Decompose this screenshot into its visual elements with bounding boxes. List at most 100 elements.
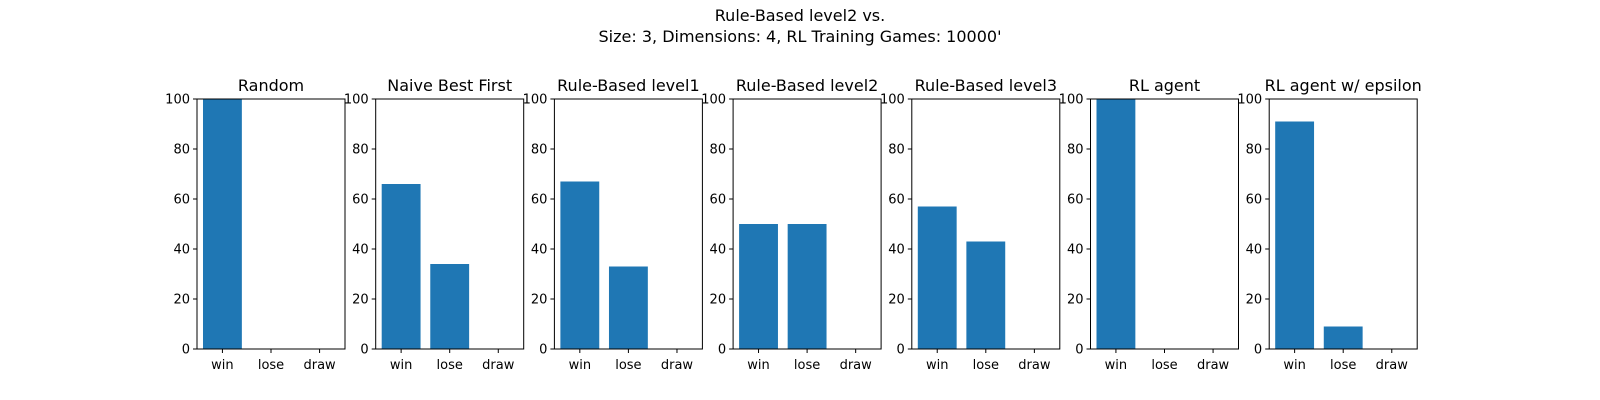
y-tick-label: 60 xyxy=(531,193,548,208)
x-tick-label: win xyxy=(211,358,233,373)
y-tick-label: 40 xyxy=(531,243,548,258)
y-tick-label: 80 xyxy=(1067,143,1084,158)
y-tick-label: 100 xyxy=(1059,93,1084,108)
x-tick-label: win xyxy=(747,358,769,373)
x-tick-label: lose xyxy=(1151,358,1177,373)
figure-title-line-2: Size: 3, Dimensions: 4, RL Training Game… xyxy=(598,27,1002,46)
subplot-title: Rule-Based level3 xyxy=(915,76,1057,95)
axes-frame xyxy=(1090,98,1239,350)
subplot-5: Rule-Based level3 win lose draw 0 20 40 60 80 100 xyxy=(880,76,1061,373)
x-tick-label: draw xyxy=(661,358,694,373)
axes-frame xyxy=(1268,98,1418,350)
y-tick-label: 40 xyxy=(1246,243,1263,258)
x-tick-label: lose xyxy=(973,358,999,373)
bar-win xyxy=(560,181,600,349)
y-tick-label: 0 xyxy=(718,343,726,358)
y-tick-label: 20 xyxy=(352,293,369,308)
y-tick-label: 0 xyxy=(897,343,905,358)
axes-frame xyxy=(732,98,882,350)
y-tick-label: 40 xyxy=(352,243,369,258)
bar-lose xyxy=(1323,326,1363,349)
y-tick-label: 60 xyxy=(888,193,905,208)
y-tick-label: 0 xyxy=(1254,343,1262,358)
y-tick-label: 80 xyxy=(173,143,190,158)
y-tick-label: 40 xyxy=(710,243,727,258)
y-tick-label: 40 xyxy=(888,243,905,258)
bar-lose xyxy=(787,224,827,349)
y-tick-label: 80 xyxy=(352,143,369,158)
y-tick-label: 20 xyxy=(531,293,548,308)
x-tick-label: draw xyxy=(840,358,873,373)
subplot-title: Random xyxy=(238,76,304,95)
y-tick-label: 0 xyxy=(539,343,547,358)
bar-win xyxy=(1096,99,1136,349)
y-tick-label: 60 xyxy=(710,193,727,208)
subplot-3: Rule-Based level1 win lose draw 0 20 40 60 80 100 xyxy=(523,76,703,373)
x-tick-label: lose xyxy=(615,358,641,373)
y-tick-label: 20 xyxy=(888,293,905,308)
y-tick-label: 60 xyxy=(352,193,369,208)
y-tick-label: 100 xyxy=(880,93,905,108)
subplot-1: Random win lose draw 0 20 40 60 80 100 xyxy=(165,76,346,373)
subplot-title: RL agent w/ epsilon xyxy=(1265,76,1422,95)
x-tick-label: win xyxy=(390,358,412,373)
y-tick-label: 20 xyxy=(710,293,727,308)
bar-lose xyxy=(608,266,648,349)
subplot-4: Rule-Based level2 win lose draw 0 20 40 60 80 100 xyxy=(701,76,882,373)
bar-lose xyxy=(966,241,1006,349)
bar-win xyxy=(202,99,242,349)
y-tick-label: 100 xyxy=(701,93,726,108)
subplot-title: RL agent xyxy=(1129,76,1200,95)
y-tick-label: 0 xyxy=(1075,343,1083,358)
bar-win xyxy=(739,224,778,349)
axes-frame xyxy=(375,98,525,350)
y-tick-label: 80 xyxy=(1246,143,1263,158)
y-tick-label: 100 xyxy=(344,93,369,108)
x-tick-label: lose xyxy=(794,358,820,373)
x-tick-label: draw xyxy=(1018,358,1051,373)
bar-win xyxy=(917,206,957,349)
y-tick-label: 20 xyxy=(173,293,190,308)
y-tick-label: 60 xyxy=(1246,193,1263,208)
x-tick-label: draw xyxy=(1376,358,1409,373)
x-tick-label: draw xyxy=(482,358,515,373)
subplot-7: RL agent w/ epsilon win lose draw 0 20 40 60 80 1… xyxy=(1237,76,1421,373)
subplot-title: Rule-Based level2 xyxy=(736,76,878,95)
y-tick-label: 0 xyxy=(182,343,190,358)
x-tick-label: lose xyxy=(258,358,284,373)
x-tick-label: draw xyxy=(1197,358,1230,373)
y-tick-label: 60 xyxy=(1067,193,1084,208)
y-tick-label: 100 xyxy=(1237,93,1262,108)
y-tick-label: 80 xyxy=(531,143,548,158)
x-tick-label: lose xyxy=(437,358,463,373)
subplot-title: Naive Best First xyxy=(387,76,512,95)
x-tick-label: win xyxy=(1105,358,1127,373)
subplot-2: Naive Best First win lose draw 0 20 40 60 80 100 xyxy=(344,76,525,373)
y-tick-label: 20 xyxy=(1067,293,1084,308)
y-tick-label: 80 xyxy=(888,143,905,158)
y-tick-label: 100 xyxy=(523,93,548,108)
axes-frame xyxy=(553,98,703,350)
y-tick-label: 20 xyxy=(1246,293,1263,308)
x-tick-label: win xyxy=(926,358,948,373)
y-tick-label: 100 xyxy=(165,93,190,108)
x-tick-label: win xyxy=(1283,358,1305,373)
y-tick-label: 40 xyxy=(1067,243,1084,258)
figure-title-line-1: Rule-Based level2 vs. xyxy=(714,6,886,25)
bar-win xyxy=(381,184,421,349)
x-tick-label: draw xyxy=(303,358,336,373)
subplot-title: Rule-Based level1 xyxy=(557,76,699,95)
y-tick-label: 60 xyxy=(173,193,190,208)
bar-win xyxy=(1275,121,1315,349)
axes-frame xyxy=(911,98,1061,350)
axes-frame xyxy=(196,98,346,350)
y-tick-label: 80 xyxy=(710,143,727,158)
bar-lose xyxy=(430,264,470,349)
y-tick-label: 40 xyxy=(173,243,190,258)
x-tick-label: lose xyxy=(1330,358,1356,373)
subplot-6: RL agent win lose draw 0 20 40 60 80 100 xyxy=(1059,76,1239,373)
y-tick-label: 0 xyxy=(360,343,368,358)
x-tick-label: win xyxy=(569,358,591,373)
